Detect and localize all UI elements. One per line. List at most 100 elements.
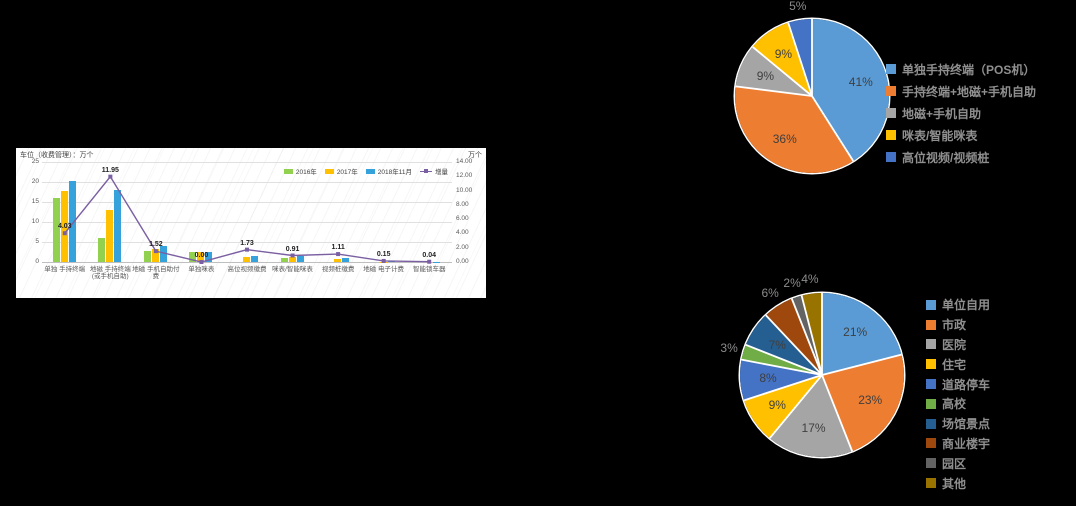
legend-swatch <box>886 152 896 162</box>
bar-legend-item: 增量 <box>420 166 448 176</box>
x-category-label: 地磁 电子计费 <box>363 266 405 273</box>
bar <box>334 259 342 262</box>
pie-percent-label: 21% <box>843 325 868 340</box>
legend-item: 场馆景点 <box>926 414 990 434</box>
legend-label: 园区 <box>942 456 967 471</box>
line-data-label: 0.15 <box>376 250 391 258</box>
pie-percent-label: 7% <box>768 337 786 352</box>
legend-swatch <box>886 86 896 96</box>
y-right-tick: 8.00 <box>456 200 469 208</box>
legend-label: 场馆景点 <box>942 417 991 432</box>
bar <box>159 246 167 262</box>
y-right-tick: 0.00 <box>456 258 469 265</box>
bar-legend-item: 2017年 <box>324 166 358 176</box>
bar <box>251 256 258 262</box>
pie-percent-label: 41% <box>848 74 873 89</box>
x-category-label: 单独咪表 <box>188 266 215 273</box>
legend-swatch <box>926 458 936 469</box>
x-category-label: 高位视频缴费 <box>227 266 267 273</box>
legend-line-swatch <box>420 169 432 174</box>
pie-chart-usage-mix: 21% 23% 17% 9% 8% 3% 7% 6% 2% 4% <box>700 270 940 480</box>
pie-disc <box>735 19 889 173</box>
pie-percent-label: 2% <box>783 275 801 290</box>
legend-swatch <box>886 130 896 140</box>
x-category-label: 视频桩缴费 <box>321 266 355 273</box>
bar <box>98 238 106 262</box>
gridline <box>42 182 452 183</box>
legend-label: 市政 <box>942 318 967 333</box>
y-right-tick: 2.00 <box>456 243 469 251</box>
bar <box>143 251 151 262</box>
legend-label: 2016年 <box>295 169 317 176</box>
right-axis-title: 万个 <box>468 152 482 159</box>
legend-swatch <box>886 64 896 74</box>
legend-label: 地磁+手机自助 <box>902 106 982 121</box>
pie-percent-label: 5% <box>789 0 807 14</box>
legend-label: 单独手持终端（POS机） <box>902 62 1036 77</box>
legend-line-marker <box>424 169 428 173</box>
y-right-tick: 6.00 <box>456 215 469 223</box>
bar <box>387 261 395 262</box>
y-left-tick: 25 <box>31 158 39 165</box>
legend-swatch <box>926 418 936 429</box>
y-right-tick: 14.00 <box>456 158 473 165</box>
legend-item: 商业楼宇 <box>926 434 990 454</box>
gridline <box>42 202 452 203</box>
bar <box>114 190 122 262</box>
legend-label: 其他 <box>942 476 967 491</box>
y-right-tick: 12.00 <box>456 172 473 180</box>
bar <box>151 249 159 262</box>
legend-item: 高校 <box>926 394 990 414</box>
left-axis-title: 车位（收费管理）：万个 <box>20 152 94 159</box>
legend-label: 手持终端+地磁+手机自助 <box>902 84 1037 99</box>
y-left-tick: 20 <box>31 178 39 185</box>
legend-item: 手持终端+地磁+手机自助 <box>886 80 1036 102</box>
legend-label: 单位自用 <box>942 298 991 313</box>
legend-label: 商业楼宇 <box>942 436 991 451</box>
legend-swatch <box>926 379 936 390</box>
x-category-label: 地磁 手持终端 (或手机自助) <box>89 266 131 281</box>
y-right-tick: 4.00 <box>456 229 469 237</box>
pie-usage-mix-legend: 单位自用 市政 医院 住宅 道路停车 高校 场馆景点 商业楼宇 园区 其他 <box>926 295 990 493</box>
y-right-tick: 10.00 <box>456 186 473 194</box>
legend-item: 其他 <box>926 473 990 493</box>
gridline <box>42 222 452 223</box>
bar <box>68 181 76 262</box>
bar <box>106 210 114 262</box>
legend-item: 单独手持终端（POS机） <box>886 58 1036 80</box>
line-data-label: 11.95 <box>101 166 119 174</box>
pie-percent-label: 36% <box>772 131 797 146</box>
x-category-label: 智能锁车器 <box>412 266 446 273</box>
line-data-label: 0.04 <box>422 251 437 259</box>
y-left-tick: 15 <box>31 198 39 205</box>
bar <box>296 256 304 262</box>
pie-percent-label: 23% <box>858 392 883 407</box>
legend-item: 地磁+手机自助 <box>886 102 1036 124</box>
legend-item: 单位自用 <box>926 295 990 315</box>
bar-combo-chart-panel: 车位（收费管理）：万个 万个 0 5 10 15 20 25 0.00 2.00 4.00 6.0… <box>16 148 486 298</box>
pie-percent-label: 9% <box>768 398 786 413</box>
legend-item: 园区 <box>926 453 990 473</box>
legend-swatch <box>886 108 896 118</box>
legend-swatch <box>926 319 936 330</box>
legend-swatch <box>926 398 936 409</box>
legend-label: 咪表/智能咪表 <box>902 128 978 143</box>
legend-label: 高位视频/视频桩 <box>902 150 990 165</box>
pie-percent-label: 17% <box>801 421 826 436</box>
legend-swatch <box>926 359 936 370</box>
bar <box>52 198 60 262</box>
pie-percent-label: 3% <box>720 341 738 355</box>
bar-legend-item: 2018年11月 <box>365 166 412 176</box>
legend-label: 2017年 <box>336 169 358 176</box>
bar <box>288 256 296 262</box>
legend-label: 2018年11月 <box>377 169 412 176</box>
legend-item: 市政 <box>926 315 990 335</box>
legend-label: 增量 <box>435 169 448 176</box>
y-left-tick: 0 <box>35 258 39 265</box>
line-data-label: 0.91 <box>285 245 300 253</box>
line-data-label: 4.03 <box>57 223 72 231</box>
bar <box>280 258 288 262</box>
x-axis-line <box>42 262 452 263</box>
legend-label: 医院 <box>942 337 967 352</box>
